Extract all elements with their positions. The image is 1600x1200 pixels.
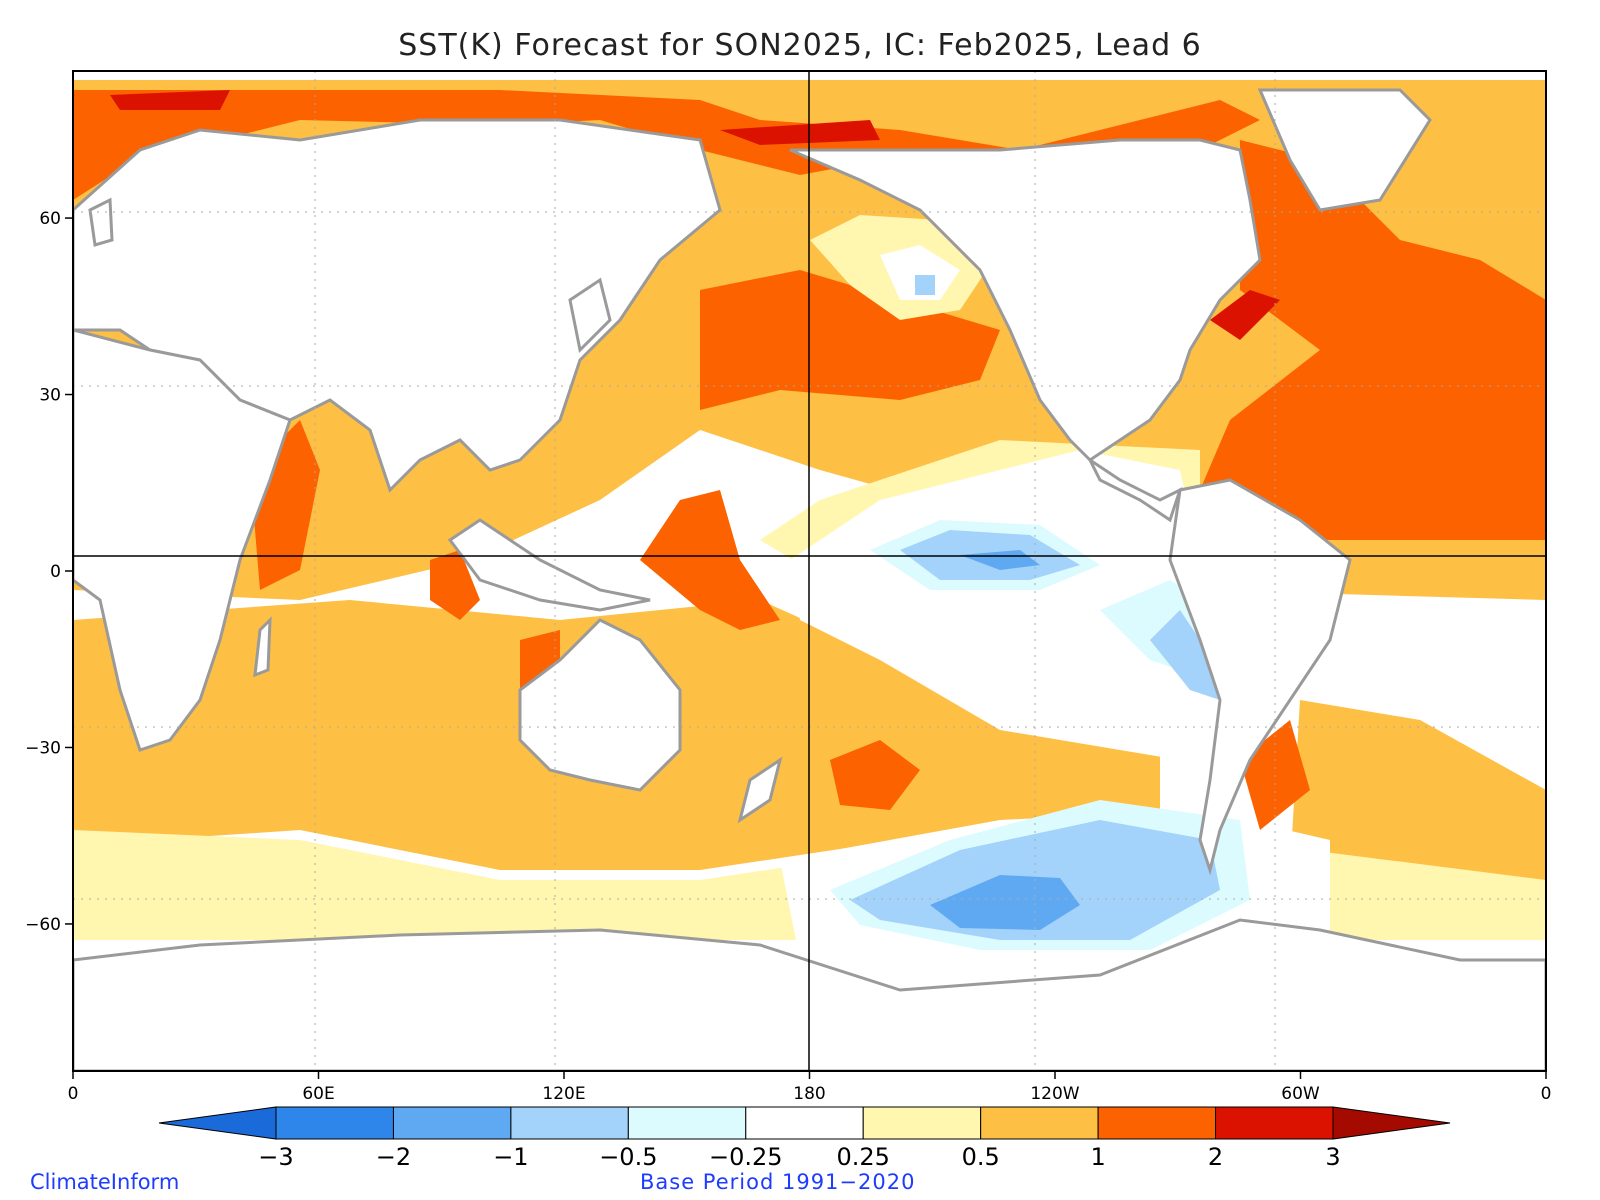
colorbar-label: −0.5 (599, 1143, 657, 1171)
colorbar-box (862, 1106, 982, 1140)
land-japan (568, 277, 612, 354)
land-indonesia (447, 518, 651, 612)
map-title: SST(K) Forecast for SON2025, IC: Feb2025… (398, 28, 1202, 63)
colorbar-box (275, 1106, 394, 1140)
y-tick-label: −60 (25, 915, 61, 935)
land-africa (73, 328, 292, 752)
colorbar-box (980, 1106, 1099, 1140)
anomaly-orange-indian-east (430, 550, 480, 620)
x-tick-label: 0 (68, 1084, 79, 1104)
y-tick-label: −30 (25, 738, 61, 758)
anomaly-orange-natlantic (1200, 140, 1546, 540)
land-uk (88, 197, 114, 247)
anomaly-cool-southern-core (930, 875, 1080, 930)
anomaly-neutral-pacific (790, 450, 1240, 760)
land-australia (518, 618, 682, 792)
colorbar-label: −0.25 (709, 1143, 783, 1171)
anomaly-cool-gulf-alaska (880, 245, 960, 300)
x-axis-ticks: 0 60E 120E 180 120W 60W 0 (68, 1071, 1552, 1104)
anomaly-orange-npacific (700, 270, 1000, 410)
land-greenland (1257, 88, 1432, 212)
colorbar-box (1215, 1106, 1334, 1140)
anomaly-red-arctic-east (720, 120, 880, 145)
x-tick-label: 120W (1030, 1084, 1079, 1104)
colorbar-extend-high (1332, 1106, 1451, 1140)
colorbar-label: 0.5 (962, 1143, 1000, 1171)
land-south-america (1168, 478, 1352, 876)
map-panel (73, 71, 1546, 1071)
y-tick-label: 60 (39, 209, 61, 229)
y-tick-label: 30 (39, 386, 61, 406)
colorbar-extend-low (158, 1106, 277, 1140)
x-tick-label: 180 (793, 1084, 825, 1104)
base-period-note: Base Period 1991−2020 (640, 1170, 916, 1194)
colorbar-box (392, 1106, 512, 1140)
colorbar: −3 −2 −1 −0.5 −0.25 0.25 0.5 1 2 3 (158, 1106, 1451, 1171)
colorbar-label: −1 (493, 1143, 528, 1171)
anomaly-red-arctic-west (110, 90, 230, 110)
anomaly-orange-arctic (73, 90, 1260, 200)
land-north-america (789, 138, 1262, 462)
anomaly-cool-gulf-alaska-core (915, 275, 935, 295)
colorbar-box (627, 1106, 747, 1140)
anomaly-orange-southpacific (830, 740, 920, 810)
colorbar-label: 1 (1090, 1143, 1105, 1171)
colorbar-box (510, 1106, 629, 1140)
x-tick-label: 60W (1281, 1084, 1320, 1104)
anomaly-light-orange-southatlantic (1290, 700, 1546, 900)
x-tick-label: 60E (302, 1084, 334, 1104)
colorbar-label: −3 (258, 1143, 293, 1171)
anomaly-cool-equatorial-core (960, 550, 1040, 570)
y-axis-ticks: 60 30 0 −30 −60 (25, 209, 73, 935)
land-new-zealand (737, 756, 783, 824)
land-central-america (1086, 455, 1183, 523)
x-tick-label: 0 (1541, 1084, 1552, 1104)
colorbar-label: −2 (376, 1143, 411, 1171)
colorbar-box (745, 1106, 864, 1140)
colorbar-label: 2 (1208, 1143, 1223, 1171)
land-madagascar (253, 616, 272, 678)
anomaly-orange-westpacific (640, 490, 780, 630)
colorbar-box (1097, 1106, 1217, 1140)
colorbar-label: 3 (1325, 1143, 1340, 1171)
source-credit: ClimateInform (30, 1170, 180, 1194)
colorbar-label: 0.25 (837, 1143, 890, 1171)
anomaly-cool-peru (1150, 610, 1220, 700)
anomaly-red-gulf-maine (1210, 290, 1280, 340)
y-tick-label: 0 (50, 562, 61, 582)
x-tick-label: 120E (542, 1084, 585, 1104)
